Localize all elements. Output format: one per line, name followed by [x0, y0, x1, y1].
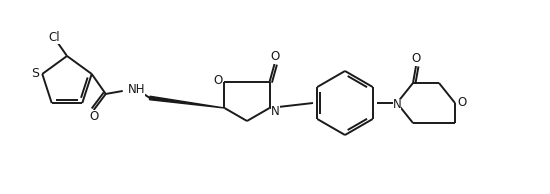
Text: N: N [393, 99, 402, 112]
Text: NH: NH [128, 83, 145, 96]
Text: S: S [31, 68, 39, 81]
Text: O: O [89, 110, 98, 123]
Text: N: N [271, 105, 280, 118]
Text: O: O [270, 50, 279, 63]
Polygon shape [150, 96, 224, 108]
Text: O: O [214, 74, 223, 87]
Text: O: O [411, 53, 421, 66]
Text: Cl: Cl [48, 31, 60, 44]
Text: O: O [458, 96, 466, 109]
